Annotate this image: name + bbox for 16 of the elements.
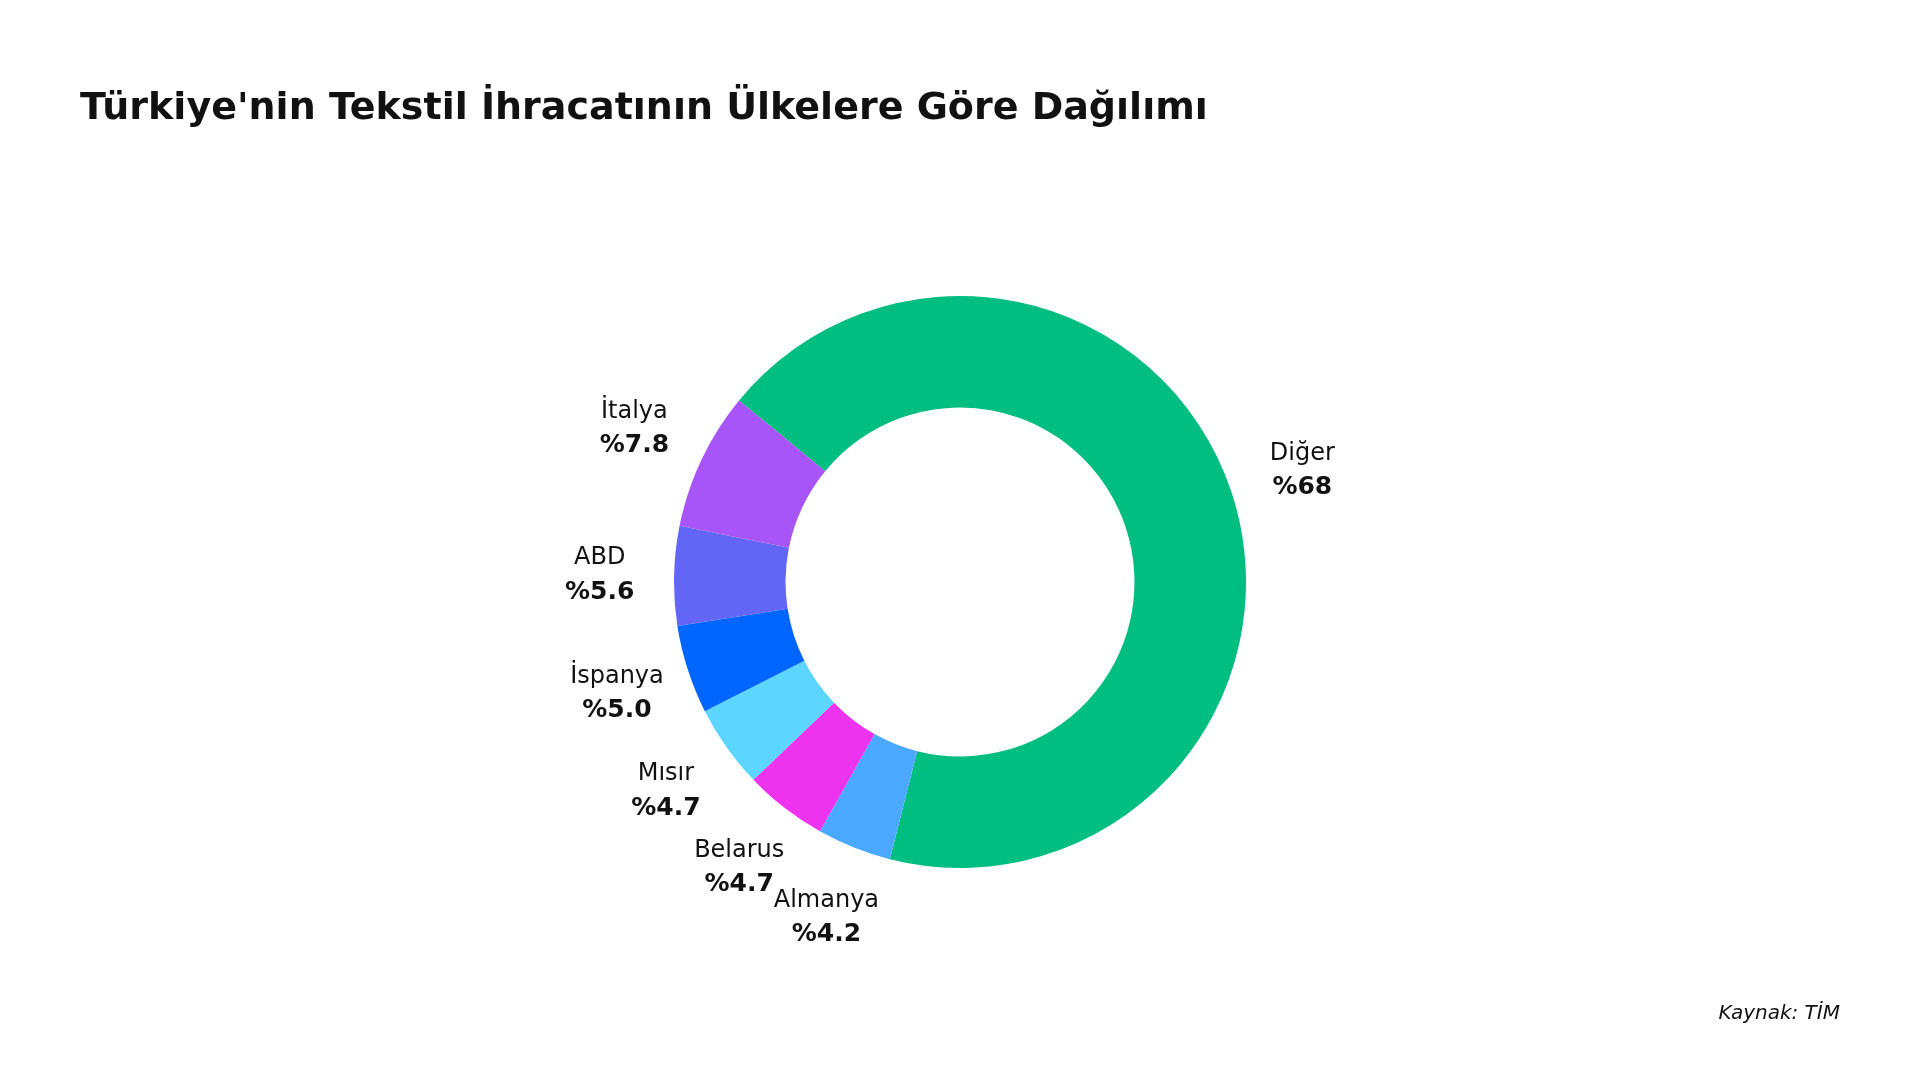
slice-label: İtalya (600, 394, 668, 424)
slice-label: Belarus (694, 835, 785, 864)
text: Kaynak: TİM (1718, 1000, 1840, 1024)
data-label: %5.6 (565, 575, 635, 605)
data-label: %7.8 (599, 429, 670, 459)
data-label: %4.7 (631, 791, 701, 821)
slice-label: Diğer (1269, 437, 1335, 466)
slice-label: ABD (574, 542, 626, 571)
data-label: %5.0 (582, 693, 652, 723)
slice-label: Mısır (637, 758, 695, 787)
data-label: %4.2 (791, 918, 862, 948)
slice-label: İspanya (570, 659, 664, 689)
chart-title: Türkiye'nin Tekstil İhracatının Ülkelere Göre Dağılımı (80, 84, 1208, 128)
data-label: %4.7 (704, 868, 774, 898)
slice-label: Almanya (773, 884, 880, 913)
data-label: %68 (1272, 470, 1333, 500)
